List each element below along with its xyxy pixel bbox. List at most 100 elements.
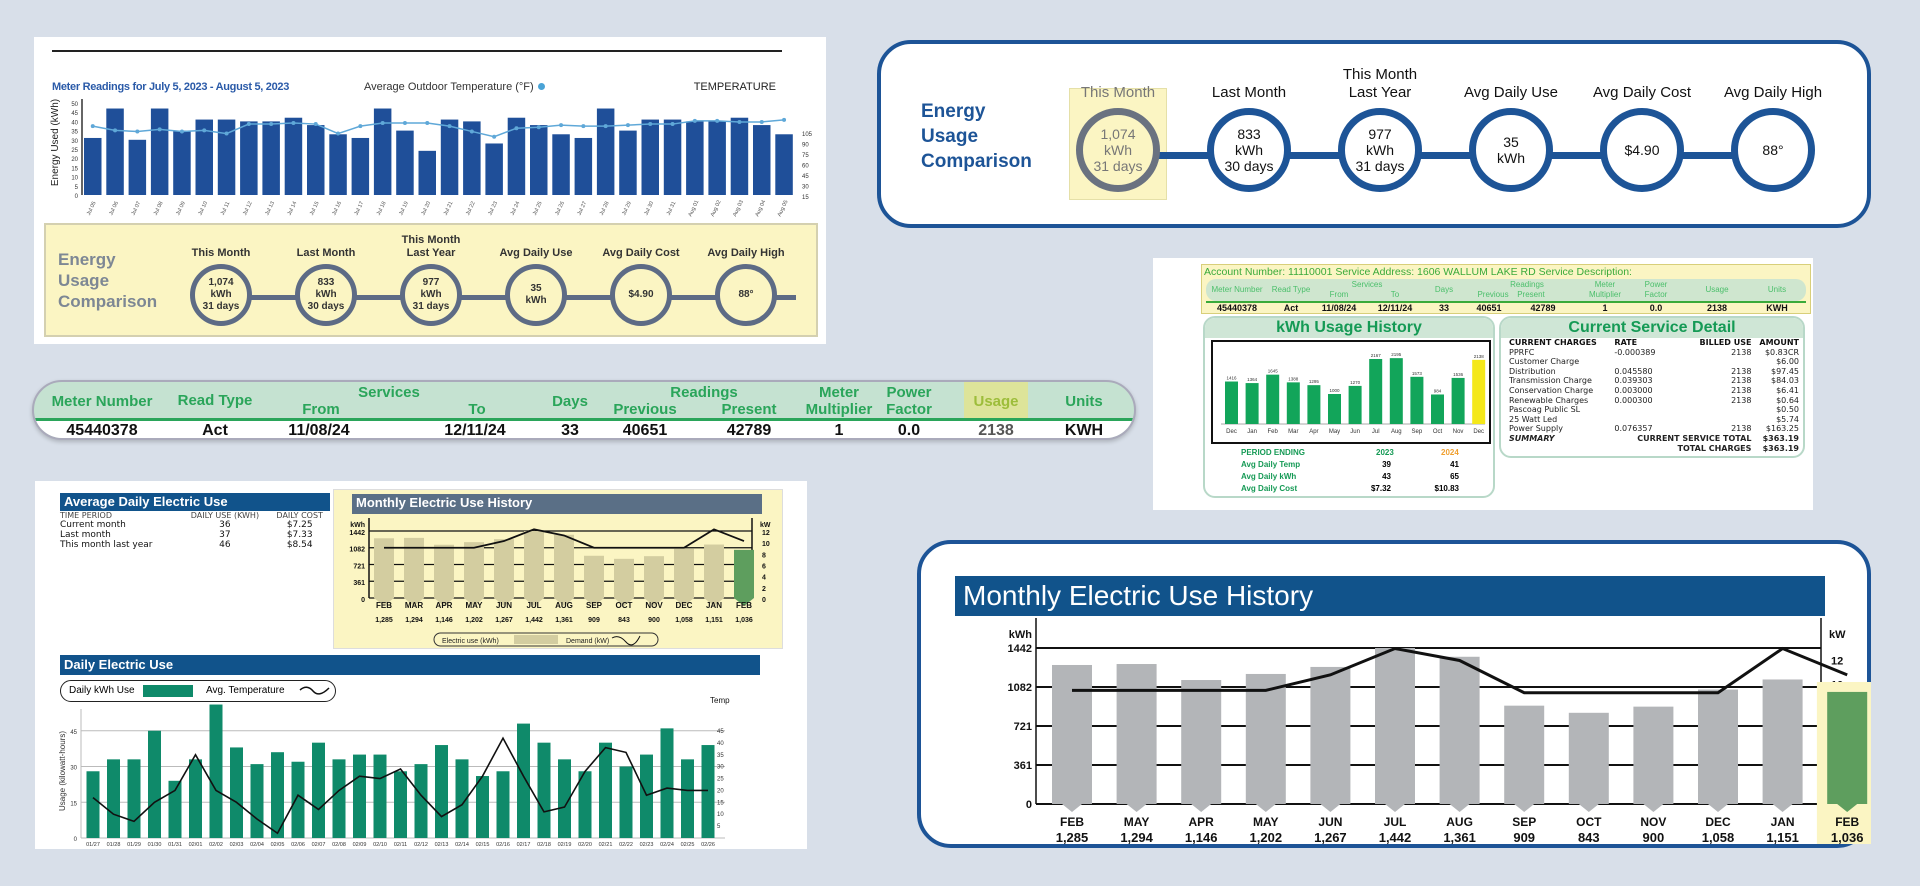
svg-text:1,058: 1,058 bbox=[1702, 830, 1735, 845]
svg-text:5: 5 bbox=[717, 824, 721, 830]
acct-header-read-type: Read Type bbox=[1271, 285, 1311, 294]
svg-text:1,036: 1,036 bbox=[735, 617, 753, 624]
th-time-period: TIME PERIOD bbox=[60, 511, 112, 520]
svg-text:1,285: 1,285 bbox=[1056, 830, 1089, 845]
svg-text:1,151: 1,151 bbox=[1766, 830, 1799, 845]
svg-text:25: 25 bbox=[71, 148, 78, 154]
charge-name: 25 Watt Led bbox=[1509, 414, 1558, 424]
svg-text:1,361: 1,361 bbox=[1443, 830, 1476, 845]
charge-rate: 0.039303 bbox=[1614, 376, 1653, 386]
adeu-cost: $7.33 bbox=[286, 530, 313, 540]
total-charges: $363.19 bbox=[1762, 443, 1799, 453]
charge-row: 25 Watt Led $5.74 bbox=[1509, 415, 1799, 425]
svg-text:01/27: 01/27 bbox=[86, 842, 100, 848]
svg-text:MAY: MAY bbox=[465, 601, 483, 610]
comparison-label: Avg Daily High bbox=[707, 247, 785, 259]
svg-text:1,442: 1,442 bbox=[525, 617, 543, 624]
legend-daily-use: Daily kWh Use bbox=[69, 685, 135, 696]
svg-text:Jul 16: Jul 16 bbox=[331, 201, 343, 217]
svg-text:90: 90 bbox=[802, 143, 809, 149]
svg-text:2: 2 bbox=[762, 586, 766, 593]
charge-rate: 0.076357 bbox=[1614, 424, 1653, 434]
comparison-value: kWh bbox=[1497, 150, 1525, 166]
svg-text:02/24: 02/24 bbox=[660, 842, 674, 848]
svg-text:1,202: 1,202 bbox=[465, 617, 483, 624]
period-label: PERIOD ENDING bbox=[1241, 448, 1306, 457]
charge-name: Transmission Charge bbox=[1509, 376, 1592, 386]
svg-text:1573: 1573 bbox=[1412, 371, 1423, 376]
svg-text:OCT: OCT bbox=[616, 601, 633, 610]
svg-text:Aug 01: Aug 01 bbox=[688, 199, 701, 217]
comparison-item: This Month Last Year 977 kWh 31 days bbox=[376, 234, 486, 326]
svg-text:Jul 24: Jul 24 bbox=[510, 201, 522, 217]
svg-text:kWh: kWh bbox=[1009, 629, 1033, 641]
charge-name: Distribution bbox=[1509, 366, 1556, 376]
svg-text:900: 900 bbox=[648, 617, 660, 624]
energy-usage-title: Energy Usage Comparison bbox=[921, 101, 1032, 172]
svg-text:Oct: Oct bbox=[1433, 429, 1443, 435]
account-table-header bbox=[1206, 279, 1806, 301]
cell-from: 11/08/24 bbox=[288, 422, 350, 439]
acct-header-factor: Factor bbox=[1644, 290, 1668, 299]
monthly-history-large: 036172110821442kWh024681012kWFEB1,285MAY… bbox=[917, 540, 1871, 848]
acct-header-power: Power bbox=[1644, 280, 1668, 289]
comparison-value: kWh bbox=[210, 289, 232, 300]
svg-text:Temp: Temp bbox=[710, 696, 730, 705]
charge-row: Power Supply 0.076357 2138 $163.25 bbox=[1509, 424, 1799, 434]
comparison-circle: 1,074 kWh 31 days bbox=[190, 264, 252, 326]
svg-text:1536: 1536 bbox=[1453, 372, 1464, 377]
svg-text:Jul 21: Jul 21 bbox=[443, 201, 455, 217]
svg-text:Jul: Jul bbox=[1372, 429, 1380, 435]
charge-row: Pascoag Public SL $0.50 bbox=[1509, 405, 1799, 415]
svg-text:Demand (kW): Demand (kW) bbox=[566, 638, 609, 645]
comparison-item: Avg Daily Use 35 kWh bbox=[481, 247, 591, 326]
svg-text:Feb: Feb bbox=[1268, 429, 1279, 435]
adeu-cost: $7.25 bbox=[286, 520, 313, 530]
comparison-label-2: Last Year bbox=[406, 247, 456, 259]
svg-text:Jul 27: Jul 27 bbox=[577, 201, 589, 217]
svg-text:1,285: 1,285 bbox=[375, 617, 393, 624]
cell-read-type: Act bbox=[202, 422, 228, 439]
svg-text:kW: kW bbox=[760, 522, 771, 529]
csd-title: Current Service Detail bbox=[1501, 318, 1803, 338]
energy-usage-title: Energy Usage Comparison bbox=[58, 250, 158, 311]
header-services: Services bbox=[358, 384, 420, 401]
svg-text:10: 10 bbox=[71, 176, 78, 182]
header-power: Power bbox=[886, 384, 932, 401]
period-2024-value: 41 bbox=[1450, 460, 1459, 469]
comparison-circle: 35 kWh bbox=[1469, 108, 1553, 192]
electric-use-report-panel: Average Daily Electric Use TIME PERIOD D… bbox=[35, 481, 807, 849]
svg-text:02/13: 02/13 bbox=[435, 842, 449, 848]
svg-text:Jul 05: Jul 05 bbox=[86, 201, 98, 217]
th-amount: AMOUNT bbox=[1759, 338, 1799, 347]
acct-header-present: Present bbox=[1517, 290, 1545, 299]
svg-text:0: 0 bbox=[1026, 799, 1032, 811]
comparison-value: kWh bbox=[420, 289, 442, 300]
comparison-value: $4.90 bbox=[628, 289, 654, 300]
charge-rate: 0.000300 bbox=[1614, 395, 1653, 405]
svg-text:02/07: 02/07 bbox=[312, 842, 326, 848]
daily-legend: Daily kWh Use Avg. Temperature bbox=[60, 680, 336, 702]
charge-row: Customer Charge $6.00 bbox=[1509, 357, 1799, 367]
cell-present: 42789 bbox=[726, 422, 772, 439]
acct-header-days: Days bbox=[1434, 285, 1454, 294]
comparison-item: Avg Daily High 88° bbox=[1708, 84, 1838, 192]
svg-text:JAN: JAN bbox=[1771, 815, 1795, 829]
svg-text:1082: 1082 bbox=[1008, 682, 1032, 694]
svg-text:Aug: Aug bbox=[1391, 429, 1402, 435]
svg-text:02/04: 02/04 bbox=[250, 842, 264, 848]
charge-billed: 2138 bbox=[1731, 366, 1752, 376]
energy-usage-comparison-large: Energy Usage Comparison This Month 1,074 kWh… bbox=[877, 40, 1871, 228]
current-service-detail: Current Service Detail CURRENT CHARGES R… bbox=[1499, 316, 1805, 458]
svg-text:Jul 10: Jul 10 bbox=[198, 201, 210, 217]
charge-name: Conservation Charge bbox=[1509, 385, 1594, 395]
svg-text:May: May bbox=[1329, 429, 1340, 435]
acct-header-usage: Usage bbox=[1705, 285, 1729, 294]
charge-row: Distribution 0.045580 2138 $97.45 bbox=[1509, 367, 1799, 377]
kwh-history-title: kWh Usage History bbox=[1205, 318, 1493, 338]
comparison-item: Avg Daily High 88° bbox=[691, 247, 801, 326]
svg-text:1,146: 1,146 bbox=[435, 617, 453, 624]
comparison-item: Last Month 833 kWh 30 days bbox=[271, 247, 381, 326]
comparison-circle: 833 kWh 30 days bbox=[295, 264, 357, 326]
svg-text:45: 45 bbox=[70, 730, 77, 736]
